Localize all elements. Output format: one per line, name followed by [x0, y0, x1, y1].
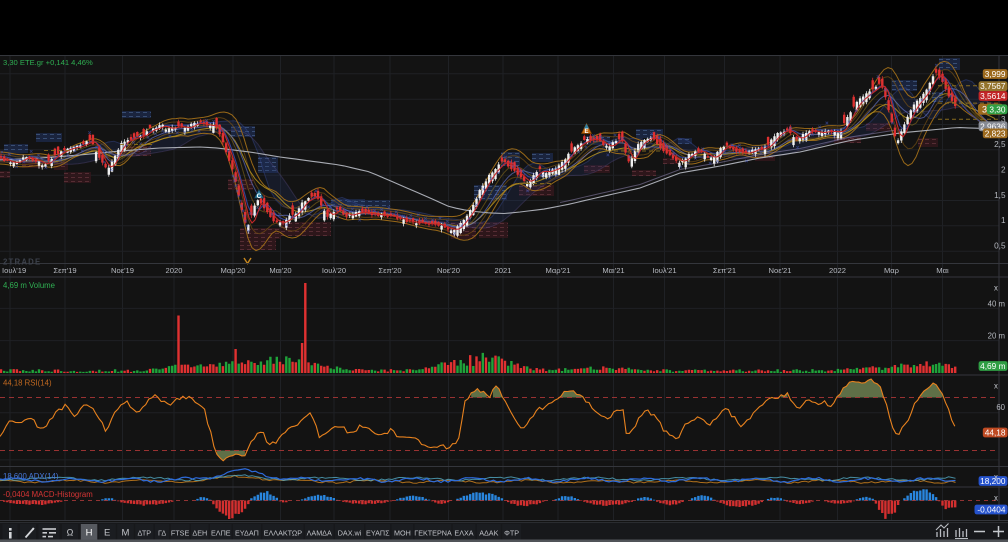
svg-text:M: M [122, 528, 130, 539]
svg-text:3: 3 [1001, 115, 1006, 124]
svg-text:3,999: 3,999 [985, 69, 1006, 79]
svg-text:FTSE: FTSE [171, 529, 190, 538]
svg-text:3,: 3, [982, 105, 990, 115]
svg-text:DAX.wi: DAX.wi [338, 529, 362, 538]
svg-text:2,823: 2,823 [985, 128, 1006, 138]
svg-text:x: x [994, 472, 998, 481]
svg-text:ΓΕΚΤΕΡΝΑ: ΓΕΚΤΕΡΝΑ [414, 529, 452, 538]
svg-text:Μαρ: Μαρ [884, 266, 900, 275]
svg-text:Μαι'21: Μαι'21 [602, 266, 624, 275]
svg-text:ΕΥΑΠΣ: ΕΥΑΠΣ [366, 529, 390, 538]
svg-text:ΦΤΡ: ΦΤΡ [504, 529, 519, 538]
svg-text:2TRADE: 2TRADE [3, 258, 41, 267]
svg-text:ΓΔ: ΓΔ [158, 529, 166, 538]
svg-text:3,30 ETE.gr +0,141 4,46%: 3,30 ETE.gr +0,141 4,46% [3, 58, 93, 67]
svg-text:Μαι: Μαι [936, 266, 949, 275]
svg-text:x: x [994, 381, 998, 390]
svg-text:4,69 m: 4,69 m [980, 361, 1005, 371]
svg-text:ΕΛΧΑ: ΕΛΧΑ [454, 529, 473, 538]
svg-text:1,5: 1,5 [994, 191, 1006, 200]
svg-text:Σεπ'21: Σεπ'21 [713, 266, 736, 275]
svg-text:20 m: 20 m [988, 332, 1005, 341]
svg-text:ΔΤΡ: ΔΤΡ [138, 529, 152, 538]
svg-text:E: E [104, 528, 110, 539]
svg-text:Ιουλ'19: Ιουλ'19 [2, 266, 26, 275]
svg-text:3,5614: 3,5614 [980, 91, 1006, 101]
svg-text:Μαρ'21: Μαρ'21 [546, 266, 571, 275]
svg-text:40 m: 40 m [988, 300, 1005, 309]
svg-text:ΕΛΛΑΚΤΩΡ: ΕΛΛΑΚΤΩΡ [264, 529, 303, 538]
svg-text:Νοε'19: Νοε'19 [111, 266, 134, 275]
svg-text:Νοε'20: Νοε'20 [437, 266, 460, 275]
svg-text:4,69 m Volume: 4,69 m Volume [3, 281, 55, 290]
svg-text:3,30: 3,30 [989, 104, 1006, 114]
svg-text:ΜΟΗ: ΜΟΗ [394, 529, 411, 538]
svg-text:Νοε'21: Νοε'21 [769, 266, 792, 275]
svg-text:44,18 RSI(14): 44,18 RSI(14) [3, 379, 52, 388]
svg-text:ΕΛΠΕ: ΕΛΠΕ [211, 529, 231, 538]
svg-text:2,5: 2,5 [994, 140, 1006, 149]
svg-text:1: 1 [1001, 216, 1006, 225]
svg-text:2,9636: 2,9636 [980, 121, 1006, 131]
svg-text:Μαρ'20: Μαρ'20 [221, 266, 246, 275]
svg-text:18,200: 18,200 [980, 476, 1006, 486]
svg-text:60: 60 [996, 403, 1005, 412]
svg-text:-0,0404: -0,0404 [977, 505, 1006, 515]
svg-text:ΕΥΔΑΠ: ΕΥΔΑΠ [235, 529, 259, 538]
svg-text:ΑΔΑΚ: ΑΔΑΚ [479, 529, 498, 538]
svg-text:3,7567: 3,7567 [980, 81, 1006, 91]
svg-text:Ιουλ'20: Ιουλ'20 [322, 266, 346, 275]
svg-text:2: 2 [1001, 166, 1006, 175]
svg-text:Ιουλ'21: Ιουλ'21 [652, 266, 676, 275]
svg-text:-0,0404 MACD-Histogram: -0,0404 MACD-Histogram [3, 490, 93, 499]
svg-text:E: E [584, 129, 588, 135]
svg-text:x: x [994, 493, 998, 502]
svg-text:2020: 2020 [166, 266, 183, 275]
svg-text:Ω: Ω [67, 528, 74, 538]
svg-text:H: H [86, 528, 93, 539]
svg-text:2021: 2021 [495, 266, 512, 275]
svg-text:ΛΑΜΔΑ: ΛΑΜΔΑ [307, 529, 332, 538]
svg-text:44,18: 44,18 [985, 428, 1006, 438]
svg-text:x: x [994, 283, 998, 292]
svg-text:Σεπ'20: Σεπ'20 [378, 266, 401, 275]
svg-text:2022: 2022 [829, 266, 846, 275]
svg-text:ΔΕΗ: ΔΕΗ [192, 529, 207, 538]
svg-text:Μαι'20: Μαι'20 [269, 266, 291, 275]
svg-text:18,600 ADX(14): 18,600 ADX(14) [3, 472, 59, 481]
svg-text:Σεπ'19: Σεπ'19 [53, 266, 76, 275]
svg-text:0,5: 0,5 [994, 242, 1006, 251]
svg-text:C: C [257, 193, 262, 200]
